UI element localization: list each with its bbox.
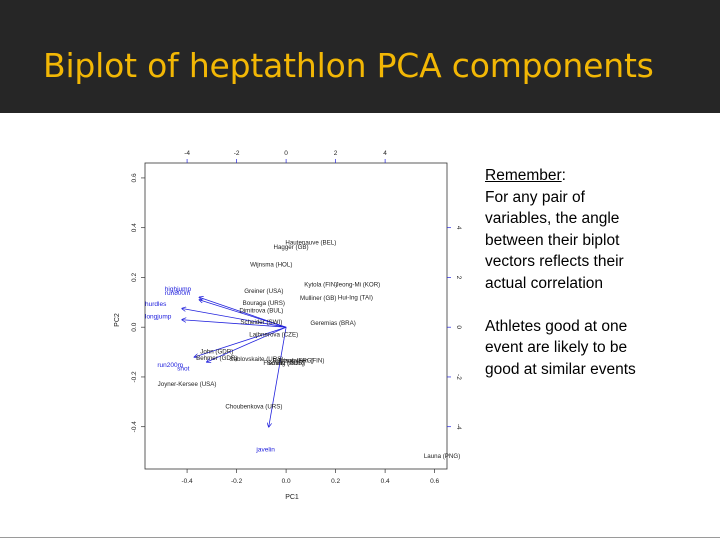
remember-line-1: For any pair of [485,188,585,206]
athlete-label: Fleming (AUS) [263,360,304,367]
athlete-label: Mulliner (GB) [300,295,336,302]
remember-heading-line: Remember: [485,165,705,187]
y-tick-label: 0.2 [131,273,138,282]
athlete-label: Ruotsalainen (FIN) [273,357,325,364]
athlete-label: Hui-Ing (TAI) [338,294,373,301]
biplot: -0.4 -0.2 0.0 0.2 0.4 0.6 -0.4 -0.2 0.0 0.2 0.4 0.6… [112,143,462,508]
right-tick-label: -4 [455,424,462,430]
y-tick-label: 0.0 [131,322,138,331]
x-tick-label: 0.0 [282,478,291,485]
athletes-line-2: event are likely to be [485,339,628,356]
right-tick-label: 0 [455,325,462,329]
remember-colon: : [561,167,566,184]
remember-heading: Remember [485,167,562,184]
athlete-label: Wijnsma (HOL) [250,262,292,269]
athlete-label: Geremias (BRA) [310,320,355,327]
athlete-label: Sablovskaite (URS) [229,356,283,363]
slide-title: Biplot of heptathlon PCA components [43,46,654,85]
side-notes: Remember: For any pair of variables, the… [485,165,705,380]
athlete-label: Kytola (FIN) [304,282,337,289]
top-tick-label: -4 [184,150,190,157]
vector-label-hurdles: hurdles [145,301,167,308]
athlete-label: John (GDR) [200,349,233,356]
vector-label-javelin: javelin [255,447,275,454]
vector-label-highjump: highjump [165,286,192,293]
paragraph-gap [485,294,705,316]
x-tick-label: -0.2 [231,478,243,485]
athlete-label: Jeong-Mi (KOR) [336,282,381,289]
athlete-label: Hautenauve (BEL) [285,239,336,246]
right-tick-label: -2 [455,374,462,380]
athlete-label: Hagger (GB) [274,244,309,251]
right-tick-label: 4 [455,226,462,230]
athlete-label: Launa (PNG) [424,453,460,460]
athlete-label: Scheider (SWI) [240,319,282,326]
top-tick-label: -2 [234,150,240,157]
vector-arrow-run800m [199,300,287,328]
athlete-label: Braun (FRG) [278,357,313,364]
athlete-label: Joyner-Kersee (USA) [158,381,217,388]
bottom-rule [0,537,720,538]
vector-label-longjump: longjump [145,313,172,320]
y-tick-label: -0.2 [131,371,138,383]
vector-arrow-hurdles [182,309,287,328]
x-axis-label: PC1 [285,494,299,501]
athlete-label: Lajbnerova (CZE) [249,331,298,338]
vector-label-shot: shot [177,366,189,373]
x-tick-label: 0.2 [331,478,340,485]
vector-arrow-longjump [182,320,287,328]
top-tick-label: 4 [383,150,387,157]
y-tick-label: -0.4 [131,421,138,433]
x-tick-label: 0.6 [430,478,439,485]
top-tick-label: 0 [284,150,288,157]
remember-line-2: variables, the angle [485,210,620,227]
plot-frame [144,162,448,470]
athlete-label: Bouraga (URS) [243,300,285,307]
y-tick-label: 0.4 [131,223,138,232]
athlete-label: Choubenkova (URS) [225,403,282,410]
x-tick-label: 0.4 [381,478,390,485]
remember-line-5: actual correlation [485,274,604,292]
athlete-label: Schulz (GDR) [267,360,305,367]
title-bar [0,0,720,113]
vector-label-run800m: run800m [165,290,191,297]
athlete-label: Dimitrova (BUL) [239,308,283,315]
remember-line-3: between their biplot [485,231,620,249]
y-tick-label: 0.6 [131,173,138,182]
y-axis-label: PC2 [114,313,121,327]
vector-label-run200m: run200m [157,362,183,369]
athletes-line-1: Athletes good at one [485,317,628,335]
x-tick-label: -0.4 [181,478,193,485]
right-tick-label: 2 [455,276,462,280]
biplot-svg: -0.4 -0.2 0.0 0.2 0.4 0.6 -0.4 -0.2 0.0 0.2 0.4 0.6… [114,150,462,501]
vector-arrow-javelin [269,327,287,427]
vector-arrow-run200m [195,326,287,357]
athletes-line-3: good at similar events [485,360,636,378]
athlete-label: Behmer (GDR) [196,355,237,362]
athlete-label: Greiner (USA) [244,288,283,295]
remember-line-4: vectors reflects their [485,253,624,270]
vector-arrow-shot [207,326,287,362]
top-tick-label: 2 [334,150,338,157]
